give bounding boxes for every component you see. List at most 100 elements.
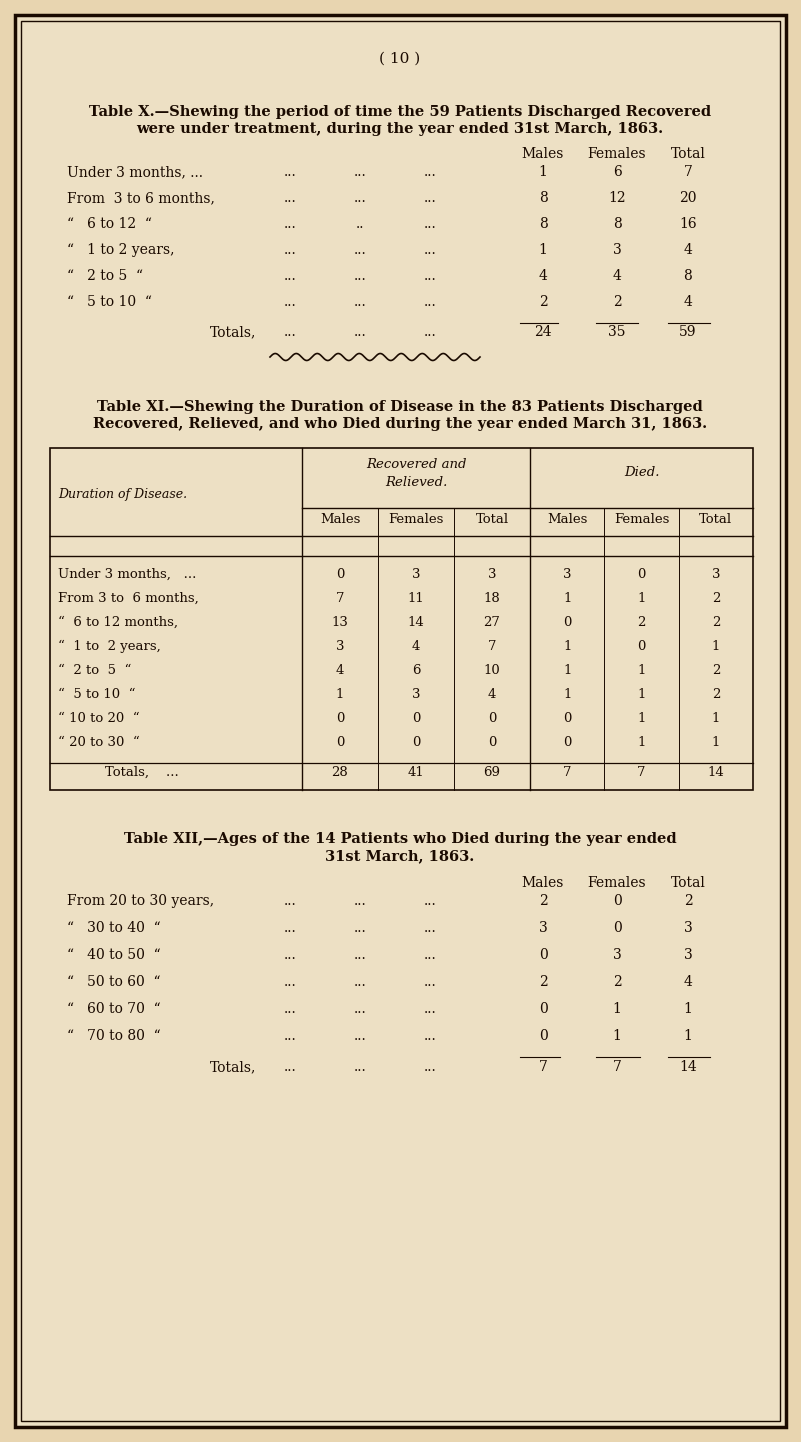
- Text: 1: 1: [638, 735, 646, 748]
- Text: Total: Total: [699, 513, 732, 526]
- Text: 8: 8: [538, 216, 547, 231]
- Text: From  3 to 6 months,: From 3 to 6 months,: [67, 190, 215, 205]
- Text: 2: 2: [638, 616, 646, 629]
- Text: 0: 0: [613, 894, 622, 908]
- Text: 7: 7: [613, 1060, 622, 1074]
- Text: 0: 0: [638, 568, 646, 581]
- Text: ...: ...: [284, 1060, 296, 1074]
- Text: Table X.—Shewing the period of time the 59 Patients Discharged Recovered: Table X.—Shewing the period of time the …: [89, 105, 711, 120]
- Text: 1: 1: [638, 593, 646, 606]
- Text: ...: ...: [424, 894, 437, 908]
- Text: 3: 3: [711, 568, 720, 581]
- Text: 0: 0: [638, 640, 646, 653]
- Text: 4: 4: [412, 640, 421, 653]
- Text: 14: 14: [408, 616, 425, 629]
- Text: 7: 7: [638, 766, 646, 779]
- Text: 14: 14: [707, 766, 724, 779]
- Text: 0: 0: [563, 735, 571, 748]
- Text: 11: 11: [408, 593, 425, 606]
- Text: 31st March, 1863.: 31st March, 1863.: [325, 849, 475, 862]
- Text: 35: 35: [608, 324, 626, 339]
- Text: 3: 3: [683, 947, 692, 962]
- Text: Total: Total: [670, 147, 706, 162]
- Text: Total: Total: [476, 513, 509, 526]
- Text: ...: ...: [284, 1030, 296, 1043]
- Text: 13: 13: [332, 616, 348, 629]
- Text: ...: ...: [353, 1002, 366, 1017]
- Text: Females: Females: [588, 147, 646, 162]
- Text: 6: 6: [613, 164, 622, 179]
- Text: Females: Females: [614, 513, 669, 526]
- Text: ...: ...: [424, 296, 437, 309]
- Text: 1: 1: [538, 244, 547, 257]
- Text: ..: ..: [356, 216, 364, 231]
- Text: “   6 to 12  “: “ 6 to 12 “: [67, 216, 152, 231]
- Text: 20: 20: [679, 190, 697, 205]
- Text: Recovered and: Recovered and: [366, 459, 466, 472]
- Text: 59: 59: [679, 324, 697, 339]
- Text: 7: 7: [538, 1060, 547, 1074]
- Text: ...: ...: [284, 216, 296, 231]
- Text: 69: 69: [484, 766, 501, 779]
- Text: Totals,: Totals,: [210, 324, 256, 339]
- Text: 7: 7: [336, 593, 344, 606]
- Text: 8: 8: [613, 216, 622, 231]
- Text: 0: 0: [336, 712, 344, 725]
- Text: 12: 12: [608, 190, 626, 205]
- Text: Relieved.: Relieved.: [384, 476, 447, 489]
- Text: ...: ...: [284, 244, 296, 257]
- Text: 7: 7: [488, 640, 497, 653]
- Text: ...: ...: [424, 921, 437, 934]
- Text: 10: 10: [484, 663, 501, 676]
- Text: 1: 1: [638, 663, 646, 676]
- Text: 1: 1: [613, 1030, 622, 1043]
- Text: 2: 2: [538, 894, 547, 908]
- Text: Males: Males: [320, 513, 360, 526]
- Text: Males: Males: [547, 513, 587, 526]
- Text: 3: 3: [336, 640, 344, 653]
- Text: 2: 2: [538, 296, 547, 309]
- Text: Table XII,—Ages of the 14 Patients who Died during the year ended: Table XII,—Ages of the 14 Patients who D…: [123, 832, 676, 846]
- Text: 6: 6: [412, 663, 421, 676]
- Text: 7: 7: [563, 766, 571, 779]
- Text: 1: 1: [538, 164, 547, 179]
- Text: From 20 to 30 years,: From 20 to 30 years,: [67, 894, 214, 908]
- Text: Table XI.—Shewing the Duration of Disease in the 83 Patients Discharged: Table XI.—Shewing the Duration of Diseas…: [97, 399, 702, 414]
- Text: ...: ...: [284, 270, 296, 283]
- Text: 28: 28: [332, 766, 348, 779]
- Text: 1: 1: [563, 593, 571, 606]
- Text: 3: 3: [488, 568, 497, 581]
- Text: ...: ...: [424, 270, 437, 283]
- Text: 1: 1: [613, 1002, 622, 1017]
- Text: 2: 2: [613, 296, 622, 309]
- Text: ...: ...: [284, 190, 296, 205]
- Text: Duration of Disease.: Duration of Disease.: [58, 487, 187, 500]
- Text: ...: ...: [424, 244, 437, 257]
- Text: ...: ...: [353, 324, 366, 339]
- Text: 0: 0: [538, 1030, 547, 1043]
- Text: “ 20 to 30  “: “ 20 to 30 “: [58, 735, 139, 748]
- Text: “   2 to 5  “: “ 2 to 5 “: [67, 270, 143, 283]
- Text: “   30 to 40  “: “ 30 to 40 “: [67, 921, 161, 934]
- Text: “  6 to 12 months,: “ 6 to 12 months,: [58, 616, 178, 629]
- Text: 3: 3: [412, 688, 421, 701]
- Text: 2: 2: [711, 616, 720, 629]
- Text: 24: 24: [534, 324, 552, 339]
- Text: ...: ...: [424, 216, 437, 231]
- Text: 41: 41: [408, 766, 425, 779]
- Text: ...: ...: [353, 244, 366, 257]
- Text: ...: ...: [284, 947, 296, 962]
- Text: 0: 0: [538, 1002, 547, 1017]
- Text: Males: Males: [521, 147, 564, 162]
- Text: ...: ...: [284, 894, 296, 908]
- Text: Totals,: Totals,: [210, 1060, 256, 1074]
- Text: ...: ...: [424, 975, 437, 989]
- Text: 0: 0: [336, 735, 344, 748]
- Text: ...: ...: [353, 164, 366, 179]
- Text: ...: ...: [284, 975, 296, 989]
- Text: Total: Total: [670, 875, 706, 890]
- Text: 0: 0: [488, 712, 496, 725]
- Text: 3: 3: [613, 244, 622, 257]
- Text: “   40 to 50  “: “ 40 to 50 “: [67, 947, 161, 962]
- Text: ...: ...: [424, 1060, 437, 1074]
